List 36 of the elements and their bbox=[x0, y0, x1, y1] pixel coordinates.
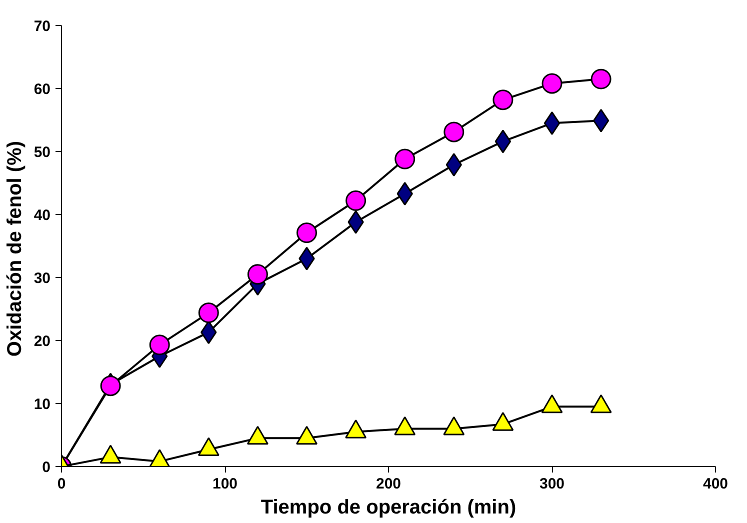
point bbox=[296, 222, 317, 243]
point bbox=[443, 416, 465, 436]
point bbox=[346, 190, 366, 211]
point bbox=[394, 148, 416, 170]
y-tick-label: 20 bbox=[34, 333, 51, 350]
point bbox=[592, 108, 610, 132]
point bbox=[198, 437, 220, 456]
point bbox=[345, 420, 367, 438]
point bbox=[100, 444, 122, 464]
y-tick-label: 30 bbox=[34, 270, 51, 287]
x-tick-label: 0 bbox=[57, 476, 66, 492]
x-tick-label: 200 bbox=[376, 476, 402, 492]
point bbox=[394, 416, 416, 436]
point bbox=[246, 426, 268, 445]
y-tick-label: 0 bbox=[42, 459, 50, 476]
x-tick-label: 400 bbox=[702, 476, 728, 492]
point bbox=[492, 412, 514, 431]
y-axis-title: Oxidación de fenol (%) bbox=[4, 140, 26, 357]
point bbox=[492, 90, 514, 110]
y-tick-label: 60 bbox=[34, 81, 51, 98]
y-tick-label: 40 bbox=[34, 207, 51, 224]
point bbox=[542, 73, 562, 94]
y-tick-label: 70 bbox=[34, 18, 51, 35]
point bbox=[544, 111, 560, 135]
point bbox=[494, 130, 512, 154]
point bbox=[444, 122, 464, 142]
x-tick-label: 300 bbox=[539, 476, 565, 492]
x-axis-title: Tiempo de operación (min) bbox=[260, 496, 516, 518]
point bbox=[590, 68, 612, 90]
point bbox=[296, 426, 318, 445]
point bbox=[590, 394, 612, 414]
point bbox=[541, 394, 563, 414]
y-tick-label: 10 bbox=[34, 396, 51, 413]
point bbox=[247, 264, 268, 285]
x-tick-label: 100 bbox=[212, 476, 238, 492]
y-tick-label: 50 bbox=[34, 144, 51, 161]
